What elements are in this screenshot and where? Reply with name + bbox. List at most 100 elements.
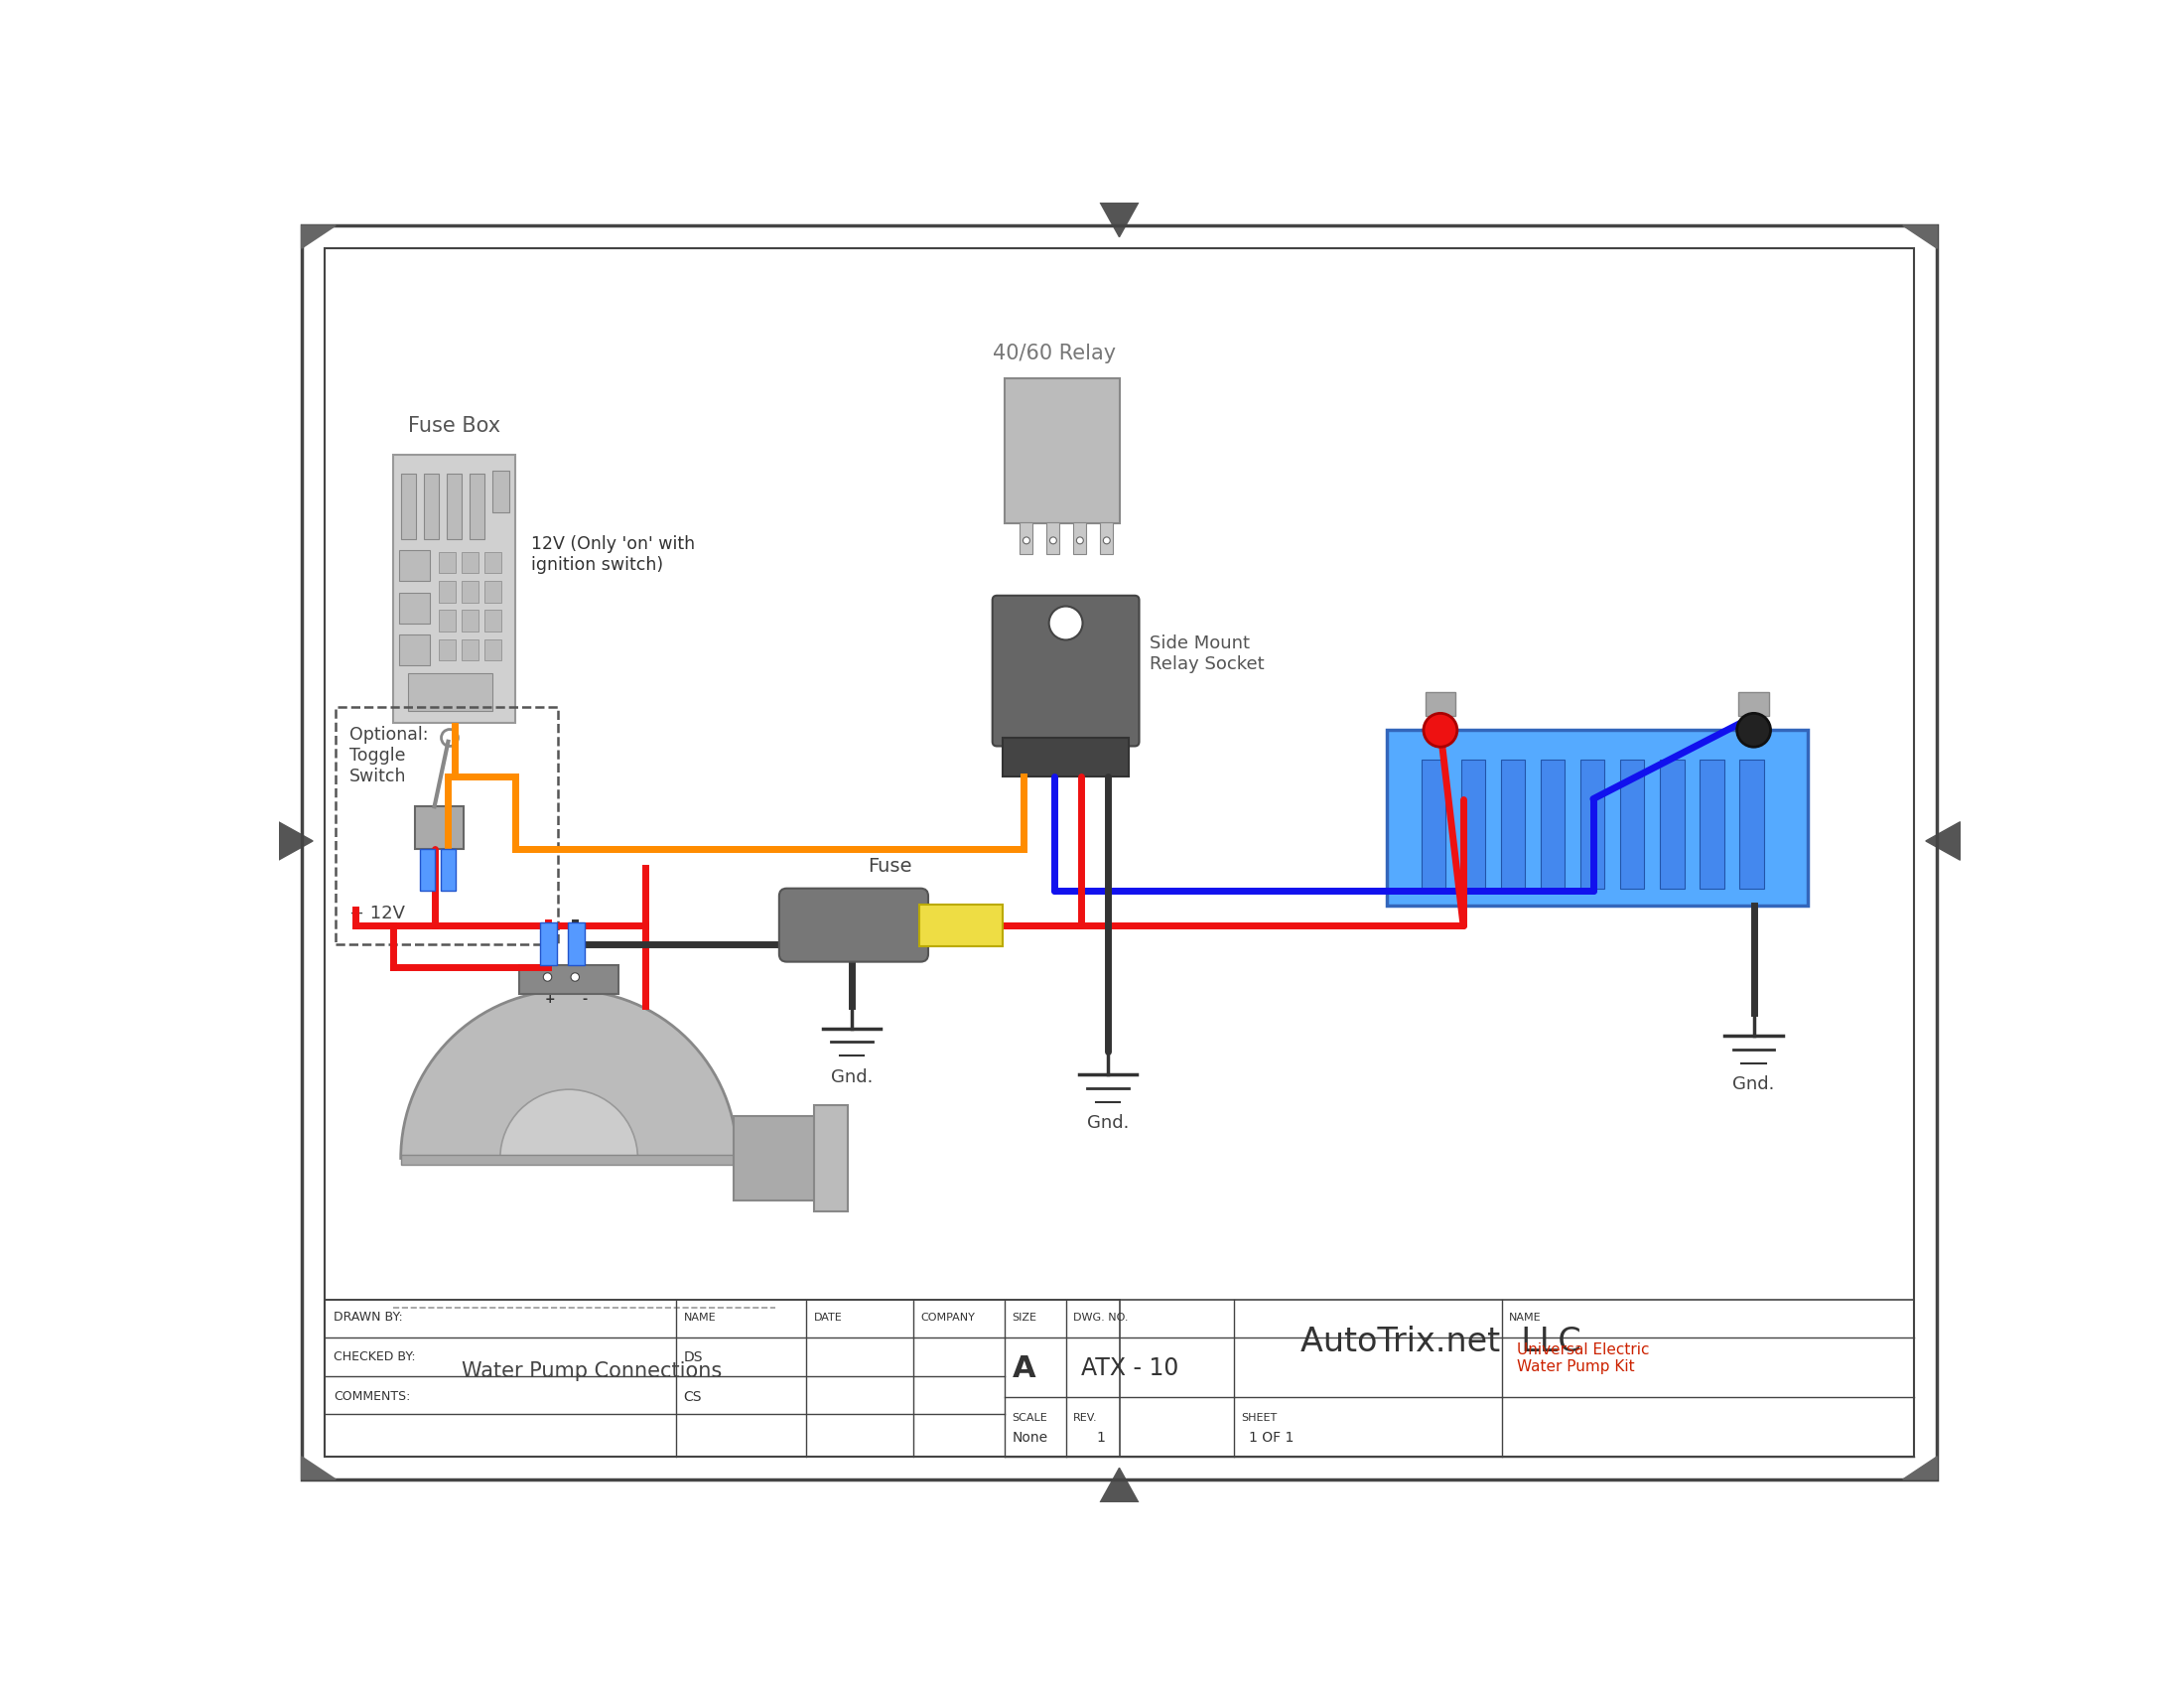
Polygon shape <box>1101 1469 1138 1502</box>
Text: + 12V: + 12V <box>349 905 406 923</box>
Bar <box>1424 692 1455 716</box>
Bar <box>439 640 456 660</box>
Text: CS: CS <box>684 1389 701 1404</box>
Text: Fuse: Fuse <box>867 856 913 876</box>
Bar <box>1500 760 1524 890</box>
Text: -: - <box>581 993 587 1006</box>
Polygon shape <box>1902 226 1937 248</box>
Bar <box>424 474 439 538</box>
Text: Gnd.: Gnd. <box>1732 1075 1776 1094</box>
Text: DWG. NO.: DWG. NO. <box>1075 1312 1129 1322</box>
Bar <box>919 905 1002 947</box>
Bar <box>470 474 485 538</box>
Bar <box>1699 760 1723 890</box>
Bar <box>336 707 557 944</box>
Wedge shape <box>402 991 738 1158</box>
Circle shape <box>1077 537 1083 544</box>
Bar <box>1581 760 1605 890</box>
Text: Optional:
Toggle
Switch: Optional: Toggle Switch <box>349 726 428 785</box>
Circle shape <box>1103 537 1109 544</box>
Bar <box>1005 378 1118 523</box>
Bar <box>494 471 509 511</box>
Text: Fuse Box: Fuse Box <box>408 415 500 436</box>
Bar <box>812 1104 847 1212</box>
Bar <box>1020 522 1033 554</box>
Bar <box>568 923 585 966</box>
FancyBboxPatch shape <box>780 888 928 962</box>
Bar <box>402 1155 738 1165</box>
Bar <box>400 550 430 581</box>
Text: A: A <box>1011 1354 1035 1382</box>
Bar <box>1738 760 1765 890</box>
Bar <box>400 592 430 623</box>
Bar <box>439 609 456 631</box>
Text: DRAWN BY:: DRAWN BY: <box>334 1312 402 1323</box>
Bar <box>461 581 478 603</box>
Bar <box>1101 522 1114 554</box>
Bar <box>415 807 463 849</box>
Polygon shape <box>1902 1457 1937 1479</box>
Circle shape <box>1736 714 1771 746</box>
Bar <box>461 609 478 631</box>
Bar <box>439 552 456 574</box>
Bar <box>408 674 491 711</box>
Circle shape <box>544 972 553 981</box>
Bar <box>1540 760 1566 890</box>
Text: DATE: DATE <box>812 1312 843 1322</box>
Text: NAME: NAME <box>684 1312 716 1322</box>
Bar <box>446 474 463 538</box>
Circle shape <box>1048 606 1083 640</box>
Text: +: + <box>544 993 555 1006</box>
Polygon shape <box>301 226 336 248</box>
Bar <box>393 454 515 722</box>
Bar <box>485 640 502 660</box>
Circle shape <box>1424 714 1457 746</box>
Text: REV.: REV. <box>1075 1413 1099 1423</box>
Bar <box>1046 522 1059 554</box>
Bar <box>1621 760 1645 890</box>
Bar <box>485 609 502 631</box>
Text: SHEET: SHEET <box>1241 1413 1278 1423</box>
Polygon shape <box>1926 822 1961 861</box>
Text: NAME: NAME <box>1509 1312 1542 1322</box>
Bar <box>400 635 430 665</box>
Text: COMPANY: COMPANY <box>922 1312 974 1322</box>
Text: Universal Electric
Water Pump Kit: Universal Electric Water Pump Kit <box>1516 1342 1649 1374</box>
Text: Water Pump Connections: Water Pump Connections <box>461 1361 723 1381</box>
Text: DS: DS <box>684 1350 703 1364</box>
Circle shape <box>1051 537 1057 544</box>
Bar <box>520 966 618 994</box>
Text: SCALE: SCALE <box>1011 1413 1048 1423</box>
Text: SIZE: SIZE <box>1011 1312 1037 1322</box>
Text: Side Mount
Relay Socket: Side Mount Relay Socket <box>1151 635 1265 674</box>
Bar <box>485 552 502 574</box>
Bar <box>1738 692 1769 716</box>
Text: COMMENTS:: COMMENTS: <box>334 1391 411 1403</box>
Bar <box>1075 522 1085 554</box>
Polygon shape <box>1101 203 1138 236</box>
Text: CHECKED BY:: CHECKED BY: <box>334 1350 415 1364</box>
Text: 40/60 Relay: 40/60 Relay <box>994 343 1116 363</box>
Bar <box>461 640 478 660</box>
Bar <box>419 849 435 891</box>
Bar <box>461 552 478 574</box>
Text: Gnd.: Gnd. <box>1088 1114 1129 1131</box>
Bar <box>1387 731 1808 906</box>
Bar <box>734 1116 817 1200</box>
Text: 1: 1 <box>1096 1430 1105 1445</box>
Text: None: None <box>1011 1430 1048 1445</box>
FancyBboxPatch shape <box>992 596 1140 746</box>
Bar <box>439 581 456 603</box>
Text: 12V (Only 'on' with
ignition switch): 12V (Only 'on' with ignition switch) <box>531 535 695 574</box>
Bar <box>539 923 557 966</box>
Polygon shape <box>301 1457 336 1479</box>
Text: AutoTrix.net  LLC: AutoTrix.net LLC <box>1299 1325 1581 1359</box>
Polygon shape <box>280 822 312 861</box>
Bar <box>1461 760 1485 890</box>
Circle shape <box>570 972 579 981</box>
Bar <box>402 474 415 538</box>
Bar <box>1422 760 1446 890</box>
Text: ATX - 10: ATX - 10 <box>1081 1357 1179 1381</box>
Text: 1 OF 1: 1 OF 1 <box>1249 1430 1295 1445</box>
Wedge shape <box>500 1089 638 1158</box>
